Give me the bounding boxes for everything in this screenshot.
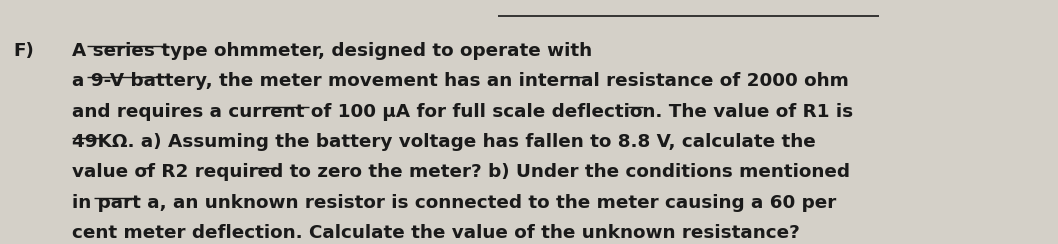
Text: a 9-V battery, the meter movement has an internal resistance of 2000 ohm: a 9-V battery, the meter movement has an… — [72, 72, 849, 90]
Text: and requires a current of 100 μA for full scale deflection. The value of R1 is: and requires a current of 100 μA for ful… — [72, 103, 853, 121]
Text: A series type ohmmeter, designed to operate with: A series type ohmmeter, designed to oper… — [72, 42, 592, 60]
Text: in part a, an unknown resistor is connected to the meter causing a 60 per: in part a, an unknown resistor is connec… — [72, 194, 836, 212]
Text: F): F) — [14, 42, 35, 60]
Text: cent meter deflection. Calculate the value of the unknown resistance?: cent meter deflection. Calculate the val… — [72, 224, 800, 242]
Text: value of R2 required to zero the meter? b) Under the conditions mentioned: value of R2 required to zero the meter? … — [72, 163, 850, 182]
Text: 49KΩ. a) Assuming the battery voltage has fallen to 8.8 V, calculate the: 49KΩ. a) Assuming the battery voltage ha… — [72, 133, 816, 151]
